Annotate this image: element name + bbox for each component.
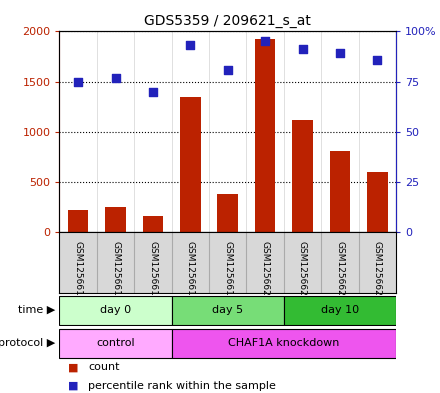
Bar [172, 329, 396, 358]
Point [149, 88, 157, 95]
Text: protocol ▶: protocol ▶ [0, 338, 55, 349]
Text: GSM1256615: GSM1256615 [73, 241, 83, 302]
Text: GSM1256616: GSM1256616 [111, 241, 120, 302]
Bar [330, 151, 350, 232]
Text: count: count [88, 362, 120, 373]
Text: day 10: day 10 [321, 305, 359, 315]
Point [75, 79, 82, 85]
Bar [180, 97, 201, 232]
Point [374, 56, 381, 62]
Bar [143, 216, 163, 232]
Title: GDS5359 / 209621_s_at: GDS5359 / 209621_s_at [144, 14, 311, 28]
Point [261, 38, 268, 44]
Bar [367, 172, 388, 232]
Bar [292, 119, 313, 232]
Text: GSM1256617: GSM1256617 [148, 241, 158, 302]
Bar [68, 210, 88, 232]
Bar [255, 39, 275, 232]
Bar [217, 194, 238, 232]
Point [299, 46, 306, 53]
Text: GSM1256620: GSM1256620 [260, 241, 270, 301]
Point [187, 42, 194, 49]
Point [112, 74, 119, 81]
Text: control: control [96, 338, 135, 349]
Text: GSM1256619: GSM1256619 [223, 241, 232, 302]
Bar [172, 296, 284, 325]
Bar [59, 296, 172, 325]
Text: ■: ■ [68, 362, 79, 373]
Text: GSM1256621: GSM1256621 [298, 241, 307, 301]
Bar [105, 207, 126, 232]
Text: percentile rank within the sample: percentile rank within the sample [88, 381, 276, 391]
Text: day 0: day 0 [100, 305, 131, 315]
Bar [59, 329, 172, 358]
Text: day 5: day 5 [212, 305, 243, 315]
Text: CHAF1A knockdown: CHAF1A knockdown [228, 338, 340, 349]
Point [337, 50, 344, 57]
Text: GSM1256622: GSM1256622 [335, 241, 345, 301]
Bar [284, 296, 396, 325]
Text: ■: ■ [68, 381, 79, 391]
Point [224, 66, 231, 73]
Text: GSM1256623: GSM1256623 [373, 241, 382, 301]
Text: GSM1256618: GSM1256618 [186, 241, 195, 302]
Text: time ▶: time ▶ [18, 305, 55, 315]
